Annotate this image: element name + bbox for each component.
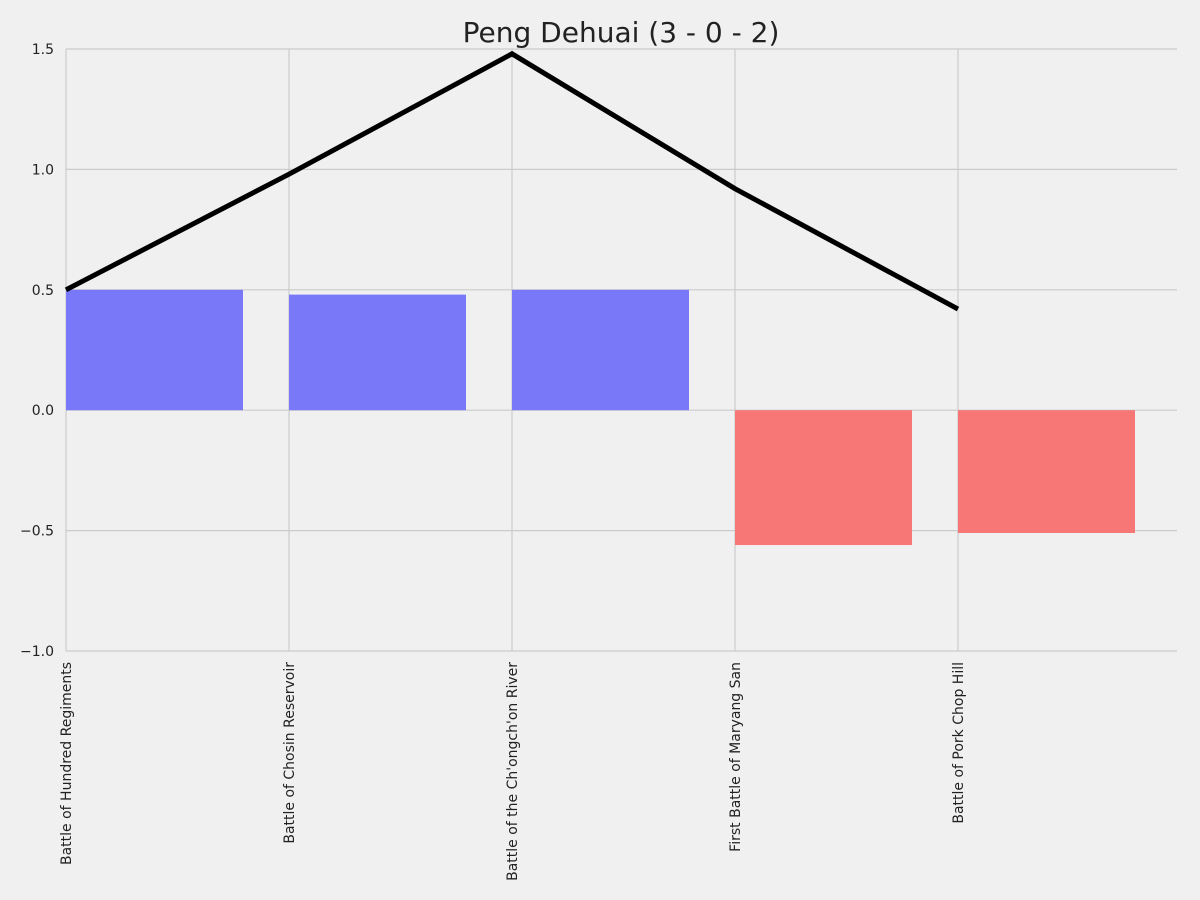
bar	[735, 410, 912, 546]
y-tick-label: 1.0	[32, 162, 54, 178]
x-tick-label: Battle of Pork Chop Hill	[951, 662, 967, 824]
y-tick-label: 1.5	[32, 42, 54, 58]
y-tick-label: −0.5	[20, 524, 54, 540]
bar	[66, 289, 243, 411]
y-tick-label: 0.5	[32, 283, 54, 299]
bar	[289, 294, 466, 411]
x-tick-label: Battle of Hundred Regiments	[59, 662, 75, 865]
y-tick-label: −1.0	[20, 644, 54, 660]
x-tick-label: First Battle of Maryang San	[728, 662, 744, 852]
y-tick-label: 0.0	[32, 403, 54, 419]
x-tick-label: Battle of the Ch'ongch'on River	[505, 662, 521, 881]
bar	[958, 410, 1135, 534]
bar	[512, 289, 689, 411]
series-line	[64, 50, 960, 312]
chart-title: Peng Dehuai (3 - 0 - 2)	[463, 16, 780, 49]
x-tick-label: Battle of Chosin Reservoir	[282, 662, 298, 844]
